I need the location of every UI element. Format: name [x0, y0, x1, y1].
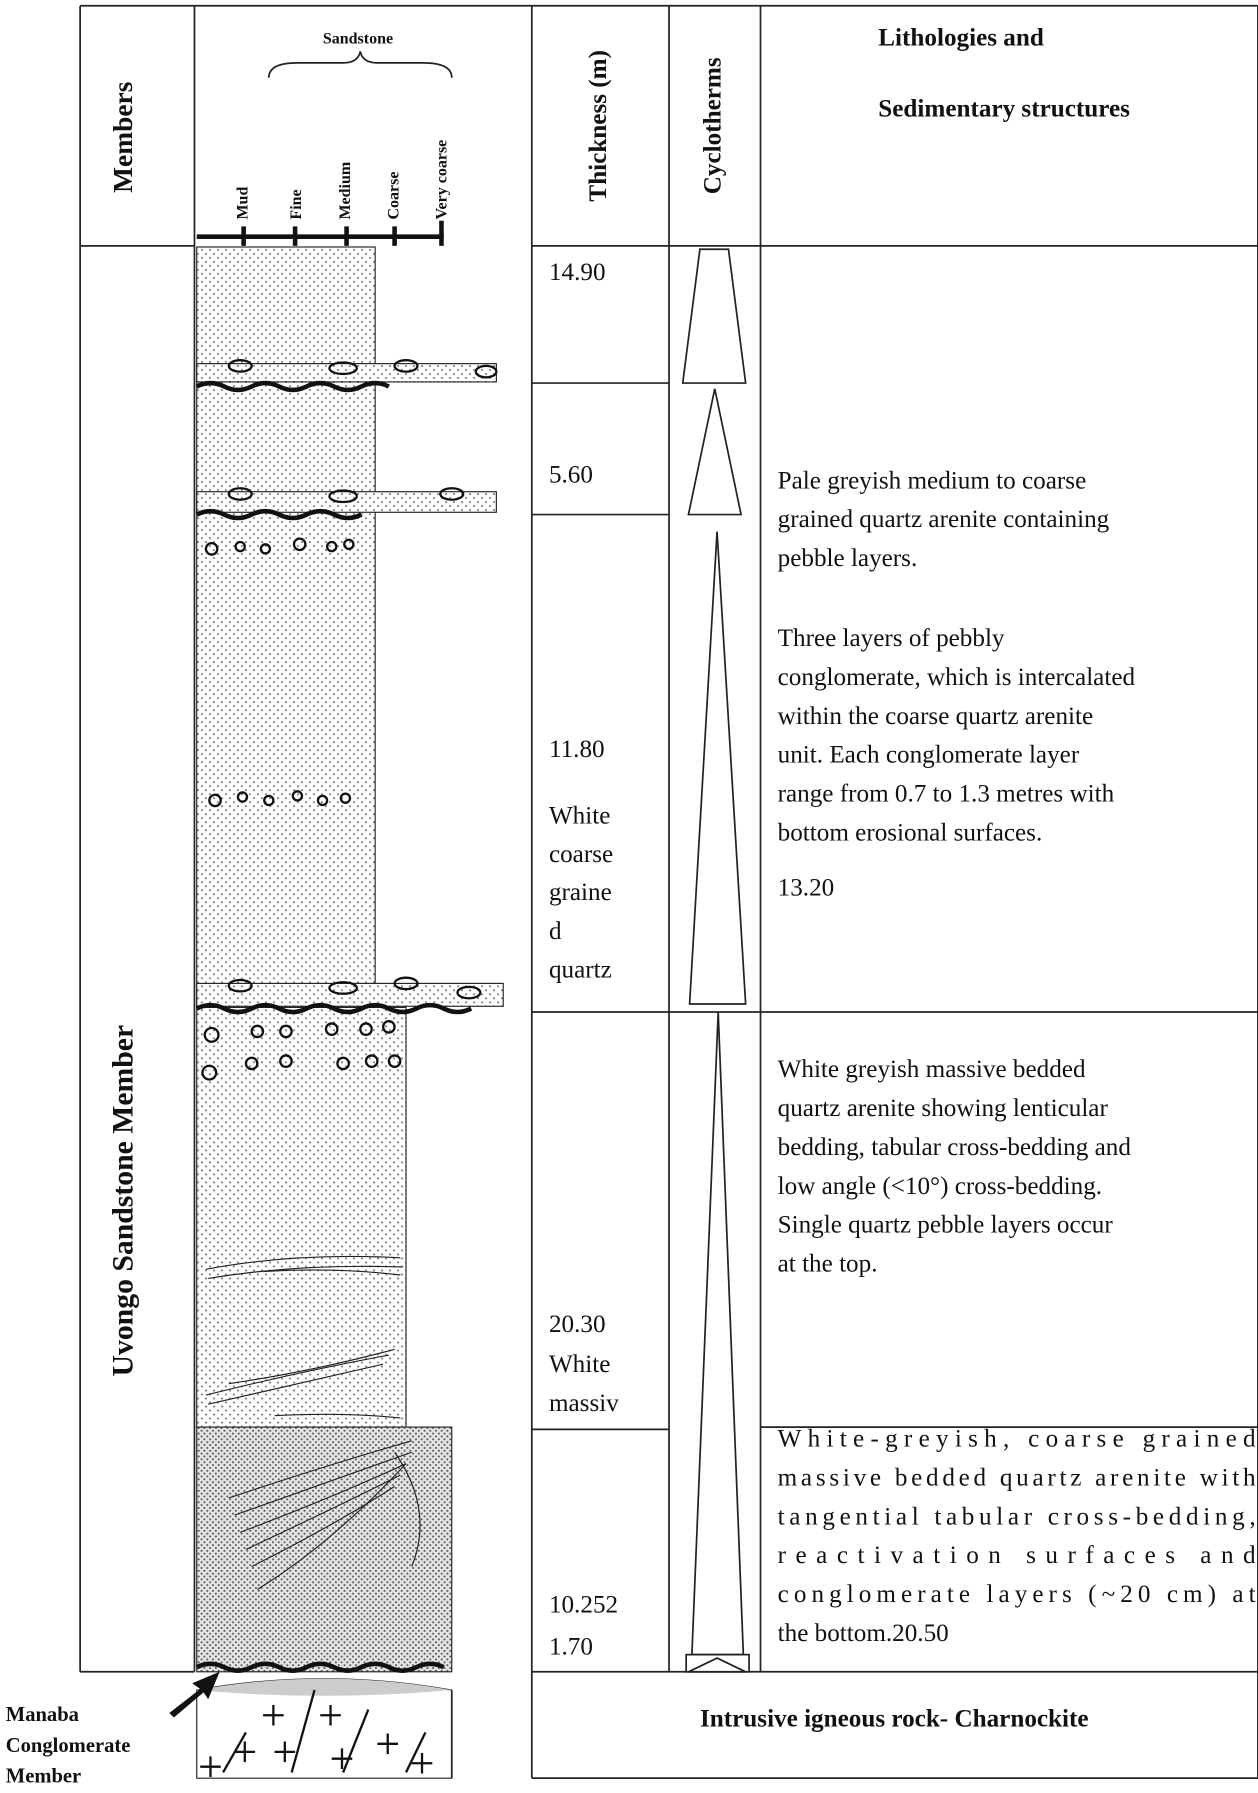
- description-text: conglomerate layers (~20 cm) at: [778, 1581, 1256, 1608]
- base-member-label: Member: [6, 1766, 81, 1788]
- brace: [269, 51, 452, 77]
- header-thickness: Thickness (m): [585, 50, 612, 202]
- base-member-label: Manaba: [6, 1704, 79, 1726]
- description-text: reactivation surfaces and: [778, 1542, 1256, 1569]
- description-text: bedding, tabular cross-bedding and: [778, 1134, 1132, 1161]
- cyclotherms: [683, 249, 749, 1672]
- base-member-label: Conglomerate: [6, 1735, 131, 1757]
- member-name: Uvongo Sandstone Member: [108, 1025, 140, 1377]
- description-text: the bottom.20.50: [778, 1620, 949, 1647]
- lithology-column: [197, 247, 503, 1672]
- stratigraphic-log: Members Sandstone Mud Fine Medium Coarse Very …: [0, 0, 1258, 1793]
- description-text: low angle (<10°) cross-bedding.: [778, 1173, 1102, 1200]
- grain-size-label: Very coarse: [433, 140, 450, 220]
- description-text: conglomerate, which is intercalated: [778, 664, 1136, 691]
- thickness-cell: 10.252 1.70: [549, 1591, 618, 1660]
- thickness-text: 10.252: [549, 1591, 618, 1618]
- description-text: bottom erosional surfaces.: [778, 819, 1043, 846]
- grain-size-label: Medium: [337, 161, 354, 219]
- description-text: pebble layers.: [778, 545, 918, 572]
- grain-size-label: Coarse: [385, 172, 402, 220]
- header-cyclotherms: Cyclotherms: [700, 57, 727, 194]
- charnockite: [197, 1679, 452, 1778]
- grain-scale: [197, 221, 444, 246]
- description-text: within the coarse quartz arenite: [778, 703, 1094, 730]
- grain-size-label: Mud: [234, 187, 251, 220]
- description-text: tangential tabular cross-bedding,: [778, 1503, 1256, 1530]
- thickness-text: 14.90: [549, 259, 606, 286]
- thickness-text: coarse: [549, 1429, 613, 1456]
- header-sandstone: Sandstone: [323, 30, 393, 47]
- thickness-text: White: [549, 802, 610, 829]
- thickness-text: 5.60: [549, 462, 593, 489]
- header-lithologies: Sedimentary structures: [878, 96, 1130, 123]
- header-members: Members: [108, 82, 138, 193]
- description-text: White-greyish, coarse grained: [778, 1426, 1256, 1453]
- thickness-text: graine: [549, 879, 612, 906]
- thickness-cell: 11.80 White coarse graine d quartz: [549, 736, 613, 984]
- thickness-text: massiv: [549, 1390, 619, 1417]
- description-text: range from 0.7 to 1.3 metres with: [778, 781, 1115, 808]
- description-text: Single quartz pebble layers occur: [778, 1212, 1114, 1239]
- thickness-text: 1.70: [549, 1634, 593, 1661]
- description-text: Three layers of pebbly: [778, 625, 1005, 652]
- description-text: quartz arenite showing lenticular: [778, 1095, 1109, 1122]
- description-text: unit. Each conglomerate layer: [778, 742, 1080, 769]
- description-text: massive bedded quartz arenite with: [778, 1464, 1256, 1491]
- thickness-text: White: [549, 1351, 610, 1378]
- description-text: grained quartz arenite containing: [778, 506, 1110, 533]
- description-text: White greyish massive bedded: [778, 1056, 1086, 1083]
- header-lithologies: Lithologies and: [878, 25, 1044, 52]
- thickness-text: coarse: [549, 841, 613, 868]
- description-text: Pale greyish medium to coarse: [778, 467, 1087, 494]
- thickness-text: quartz: [549, 957, 612, 984]
- description-text: 13.20: [778, 874, 835, 901]
- thickness-cell: 20.30 White massiv coarse: [549, 1311, 619, 1456]
- grain-size-label: Fine: [288, 189, 305, 219]
- thickness-text: d: [549, 918, 562, 945]
- thickness-text: 20.30: [549, 1311, 606, 1338]
- text-layer: Members Sandstone Mud Fine Medium Coarse Very …: [6, 25, 1256, 1788]
- page: {"headers":{"members":"Members","sandsto…: [0, 0, 1258, 1793]
- description-text: at the top.: [778, 1251, 878, 1278]
- thickness-text: 11.80: [549, 736, 605, 763]
- base-rock: Intrusive igneous rock- Charnockite: [700, 1706, 1089, 1733]
